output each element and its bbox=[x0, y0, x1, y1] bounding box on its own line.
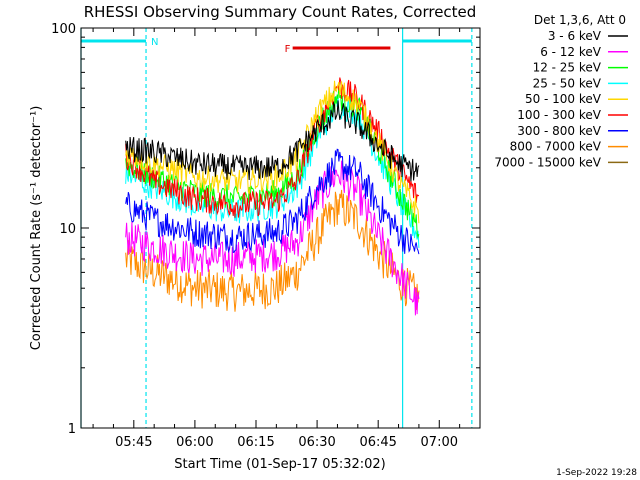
series-line-0 bbox=[126, 100, 419, 181]
legend-label-3: 25 - 50 keV bbox=[533, 76, 602, 90]
plot-frame bbox=[81, 28, 480, 428]
x-axis-label: Start Time (01-Sep-17 05:32:02) bbox=[174, 457, 385, 472]
chart-title: RHESSI Observing Summary Count Rates, Co… bbox=[84, 3, 477, 21]
legend-label-1: 6 - 12 keV bbox=[540, 45, 602, 59]
y-tick-label-1: 10 bbox=[59, 222, 76, 237]
y-tick-label-0: 1 bbox=[68, 422, 76, 437]
legend: Det 1,3,6, Att 0 3 - 6 keV 6 - 12 keV 12 - … bbox=[494, 13, 628, 169]
flag-label-1: F bbox=[285, 44, 291, 55]
x-tick-label-1: 06:00 bbox=[176, 435, 213, 450]
flag-label-0: N bbox=[151, 37, 158, 48]
x-tick-label-2: 06:15 bbox=[237, 435, 274, 450]
legend-label-7: 800 - 7000 keV bbox=[510, 140, 602, 154]
legend-label-2: 12 - 25 keV bbox=[533, 61, 602, 75]
y-tick-label-2: 100 bbox=[51, 22, 76, 37]
legend-label-8: 7000 - 15000 keV bbox=[494, 155, 601, 169]
x-tick-label-4: 06:45 bbox=[359, 435, 396, 450]
legend-label-4: 50 - 100 keV bbox=[525, 92, 602, 106]
timestamp: 1-Sep-2022 19:28 bbox=[556, 468, 637, 478]
plot-area: NF bbox=[81, 28, 472, 428]
legend-label-6: 300 - 800 keV bbox=[517, 124, 601, 138]
legend-label-0: 3 - 6 keV bbox=[548, 29, 602, 43]
legend-label-5: 100 - 300 keV bbox=[517, 108, 601, 122]
x-tick-label-5: 07:00 bbox=[421, 435, 458, 450]
y-axis-label: Corrected Count Rate (s⁻¹ detector⁻¹) bbox=[29, 106, 44, 351]
legend-title: Det 1,3,6, Att 0 bbox=[534, 13, 626, 27]
x-tick-label-0: 05:45 bbox=[115, 435, 152, 450]
x-tick-label-3: 06:30 bbox=[298, 435, 335, 450]
